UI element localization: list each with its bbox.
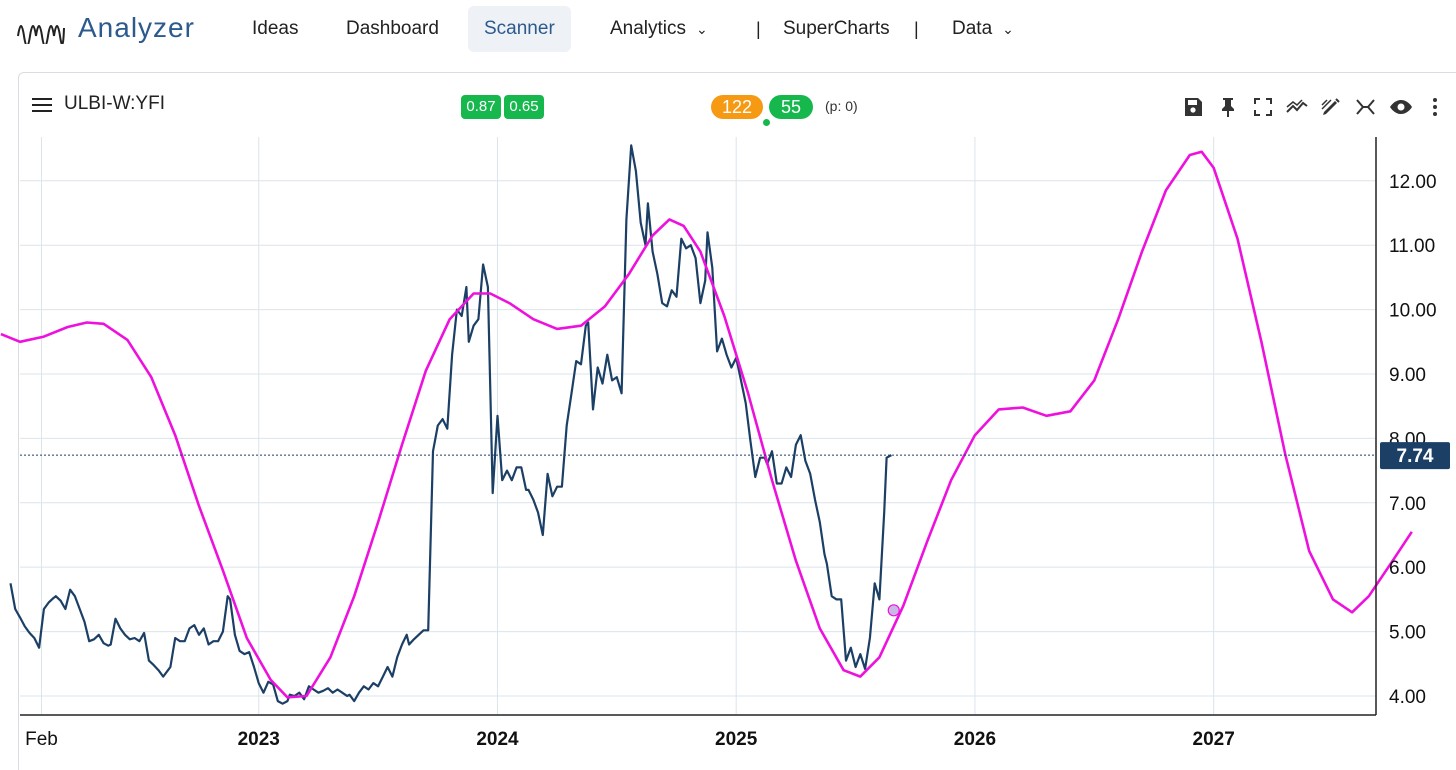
top-navigation: Analyzer Ideas Dashboard Scanner Analyti… (0, 0, 1456, 60)
logo[interactable]: Analyzer (16, 12, 195, 44)
p-value-text: (p: 0) (825, 98, 858, 114)
nav-supercharts[interactable]: SuperCharts (783, 18, 890, 39)
fullscreen-icon[interactable] (1251, 95, 1275, 119)
x-tick-label: 2027 (1193, 729, 1235, 750)
symbol-label[interactable]: ULBI-W:YFI (64, 93, 165, 114)
x-tick-label: 2024 (476, 729, 519, 750)
chart-grid (20, 137, 1376, 714)
more-menu-icon[interactable] (1425, 95, 1445, 119)
series-line-price (9, 144, 892, 705)
nav-ideas[interactable]: Ideas (252, 18, 299, 39)
app-title: Analyzer (78, 12, 195, 43)
nav-analytics-label: Analytics (610, 18, 687, 39)
y-tick-label: 12.00 (1389, 172, 1437, 193)
cycle-marker[interactable] (887, 604, 900, 617)
y-tick-label: 10.00 (1389, 301, 1437, 322)
save-icon[interactable] (1181, 95, 1205, 119)
y-tick-label: 7.00 (1389, 494, 1426, 515)
series-line-cycle (0, 150, 1413, 699)
chart-series (0, 144, 1413, 705)
nav-analytics[interactable]: Analytics ⌄ (594, 6, 724, 52)
nav-dashboard[interactable]: Dashboard (346, 18, 439, 39)
nav-separator: | (914, 19, 919, 39)
x-tick-label: 2026 (954, 729, 996, 750)
y-tick-label: 5.00 (1389, 623, 1426, 644)
y-tick-label: 4.00 (1389, 687, 1426, 708)
y-tick-label: 9.00 (1389, 365, 1426, 386)
merge-icon[interactable] (1354, 95, 1378, 119)
last-price-label: 7.74 (1397, 446, 1434, 467)
chart-axes: 4.005.006.007.008.009.0010.0011.0012.00F… (20, 137, 1450, 750)
count-badge-a: 122 (711, 95, 763, 119)
y-tick-label: 11.00 (1389, 236, 1435, 257)
count-badge-b: 55 (769, 95, 813, 119)
status-dot (763, 119, 770, 126)
pin-icon[interactable] (1216, 95, 1240, 119)
nav-scanner[interactable]: Scanner (468, 6, 571, 52)
last-price-box (1380, 442, 1450, 470)
metric-badge-a: 0.87 (461, 95, 501, 119)
chart-panel: ULBI-W:YFI 0.87 0.65 122 55 (p: 0) (18, 72, 1456, 770)
trend-icon[interactable] (1285, 95, 1309, 119)
chevron-down-icon: ⌄ (696, 21, 708, 37)
nav-data-label: Data (952, 18, 993, 39)
y-tick-label: 6.00 (1389, 558, 1426, 579)
eye-icon[interactable] (1389, 95, 1413, 119)
chevron-down-icon: ⌄ (1002, 21, 1014, 37)
waveform-icon (17, 25, 65, 44)
x-tick-label: Feb (25, 729, 58, 750)
nav-separator: | (756, 19, 761, 39)
x-tick-label: 2025 (715, 729, 758, 750)
x-tick-label: 2023 (238, 729, 280, 750)
nav-data[interactable]: Data ⌄ (936, 6, 1030, 52)
draw-icon[interactable] (1319, 95, 1343, 119)
hamburger-menu-icon[interactable] (32, 97, 52, 113)
metric-badge-b: 0.65 (504, 95, 544, 119)
